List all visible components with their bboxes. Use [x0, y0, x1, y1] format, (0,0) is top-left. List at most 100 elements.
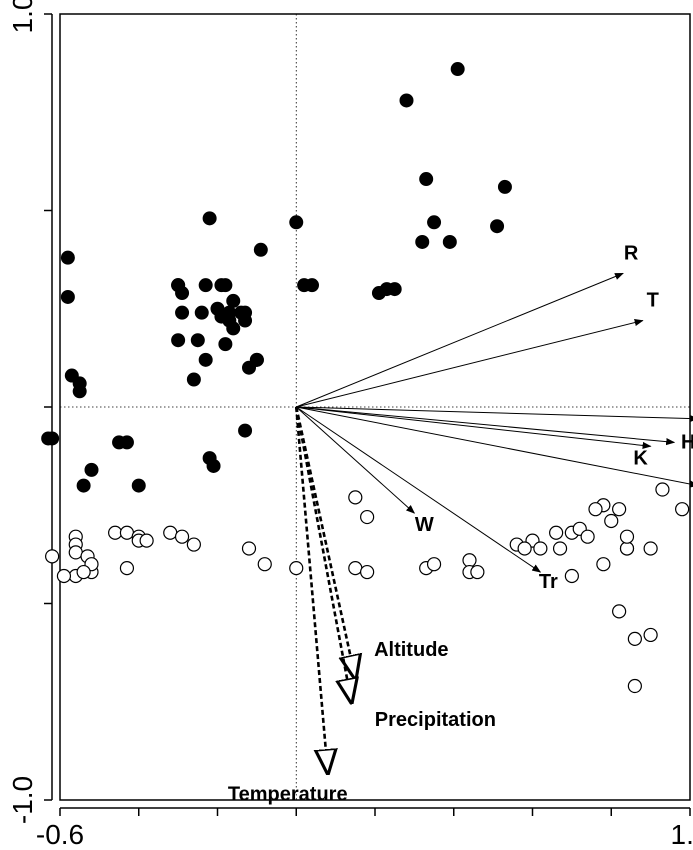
open-point-26 — [619, 529, 635, 544]
env-vector-temperature — [294, 406, 328, 772]
open-point-40 — [241, 541, 257, 556]
vector-w — [295, 406, 416, 514]
filled-point-17 — [60, 289, 75, 304]
open-point-24 — [627, 678, 642, 694]
vector-h — [296, 406, 676, 446]
vector-label-r: R — [624, 242, 639, 264]
vector-t — [296, 319, 644, 408]
open-point-14 — [533, 541, 548, 556]
y-tick-label-1: -1.0 — [7, 776, 38, 824]
filled-point-22 — [194, 305, 209, 320]
filled-point-53 — [84, 462, 99, 477]
open-point-27 — [45, 549, 60, 564]
vector-r — [296, 272, 624, 408]
filled-point-34 — [171, 333, 186, 348]
open-point-22 — [627, 631, 642, 646]
open-point-32 — [108, 525, 123, 540]
open-point-44 — [360, 564, 375, 580]
open-point-53 — [56, 568, 72, 584]
env-vector-label-temperature: Temperature — [228, 783, 348, 805]
y-tick-label-0: 1.0 — [7, 0, 38, 33]
filled-point-36 — [226, 321, 241, 336]
plot-frame — [59, 13, 691, 801]
filled-point-9 — [202, 211, 217, 226]
env-vector-label-altitude: Altitude — [374, 639, 448, 661]
filled-point-38 — [198, 352, 213, 367]
open-point-1 — [360, 509, 375, 525]
filled-point-33 — [238, 313, 253, 328]
filled-point-20 — [175, 286, 190, 301]
environmental-vectors: Altitude Precipitation Temperature — [228, 406, 496, 805]
open-point-7 — [612, 502, 627, 517]
filled-point-42 — [249, 352, 264, 367]
open-point-36 — [139, 533, 154, 548]
open-point-21 — [612, 604, 627, 619]
filled-point-26 — [226, 293, 241, 308]
open-point-23 — [643, 627, 658, 643]
x-tick-label-0: -0.6 — [36, 819, 84, 850]
open-point-19 — [596, 557, 611, 572]
env-vector-precipitation — [294, 406, 351, 702]
filled-point-2 — [419, 172, 434, 187]
filled-point-7 — [427, 215, 442, 230]
filled-point-52 — [206, 458, 221, 473]
open-point-54 — [119, 561, 135, 576]
open-point-47 — [462, 553, 477, 568]
filled-point-47 — [45, 431, 60, 446]
vector-label-t: T — [647, 290, 659, 312]
filled-point-23 — [198, 278, 213, 293]
filled-point-55 — [131, 478, 146, 493]
filled-point-21 — [175, 305, 190, 320]
open-point-33 — [119, 525, 135, 540]
filled-point-45 — [72, 384, 87, 399]
open-point-49 — [470, 564, 485, 580]
filled-point-13 — [305, 278, 319, 293]
open-point-13 — [580, 529, 595, 544]
filled-point-16 — [387, 282, 402, 297]
open-point-10 — [549, 525, 564, 540]
filled-point-49 — [112, 435, 127, 450]
filled-point-5 — [442, 234, 457, 249]
open-point-3 — [675, 502, 690, 517]
species-vectors: RTSHKLWTr — [295, 242, 693, 593]
vector-label-h: H — [681, 431, 693, 453]
filled-point-37 — [190, 333, 205, 348]
open-point-17 — [619, 541, 635, 556]
open-point-41 — [257, 557, 272, 572]
open-point-6 — [604, 513, 619, 529]
open-point-30 — [68, 545, 83, 560]
env-vector-label-precipitation: Precipitation — [375, 709, 496, 731]
open-point-38 — [174, 529, 190, 544]
open-point-43 — [348, 561, 363, 576]
open-point-5 — [588, 502, 603, 517]
filled-point-3 — [497, 179, 512, 194]
vector-k — [296, 406, 652, 449]
env-vector-altitude — [294, 406, 355, 678]
open-point-0 — [348, 490, 363, 505]
open-point-20 — [564, 568, 579, 584]
open-point-25 — [517, 541, 532, 556]
open-point-18 — [643, 541, 658, 556]
open-point-46 — [426, 557, 442, 572]
open-point-39 — [186, 537, 201, 552]
filled-point-1 — [399, 93, 414, 108]
filled-point-40 — [186, 372, 201, 387]
filled-point-0 — [450, 62, 465, 77]
vector-tr — [295, 406, 542, 573]
filled-point-6 — [415, 234, 430, 249]
points — [41, 62, 690, 694]
open-point-15 — [552, 541, 568, 556]
filled-point-50 — [238, 423, 253, 438]
filled-point-8 — [289, 215, 304, 230]
filled-point-35 — [218, 337, 233, 352]
filled-point-11 — [60, 250, 75, 265]
open-point-2 — [655, 482, 670, 497]
open-point-55 — [76, 564, 91, 580]
vector-label-w: W — [415, 514, 434, 536]
open-point-42 — [289, 561, 304, 576]
vector-s — [296, 406, 693, 423]
filled-point-4 — [490, 219, 505, 234]
vector-l — [296, 406, 693, 488]
x-tick-label-1: 1.0 — [671, 819, 693, 850]
